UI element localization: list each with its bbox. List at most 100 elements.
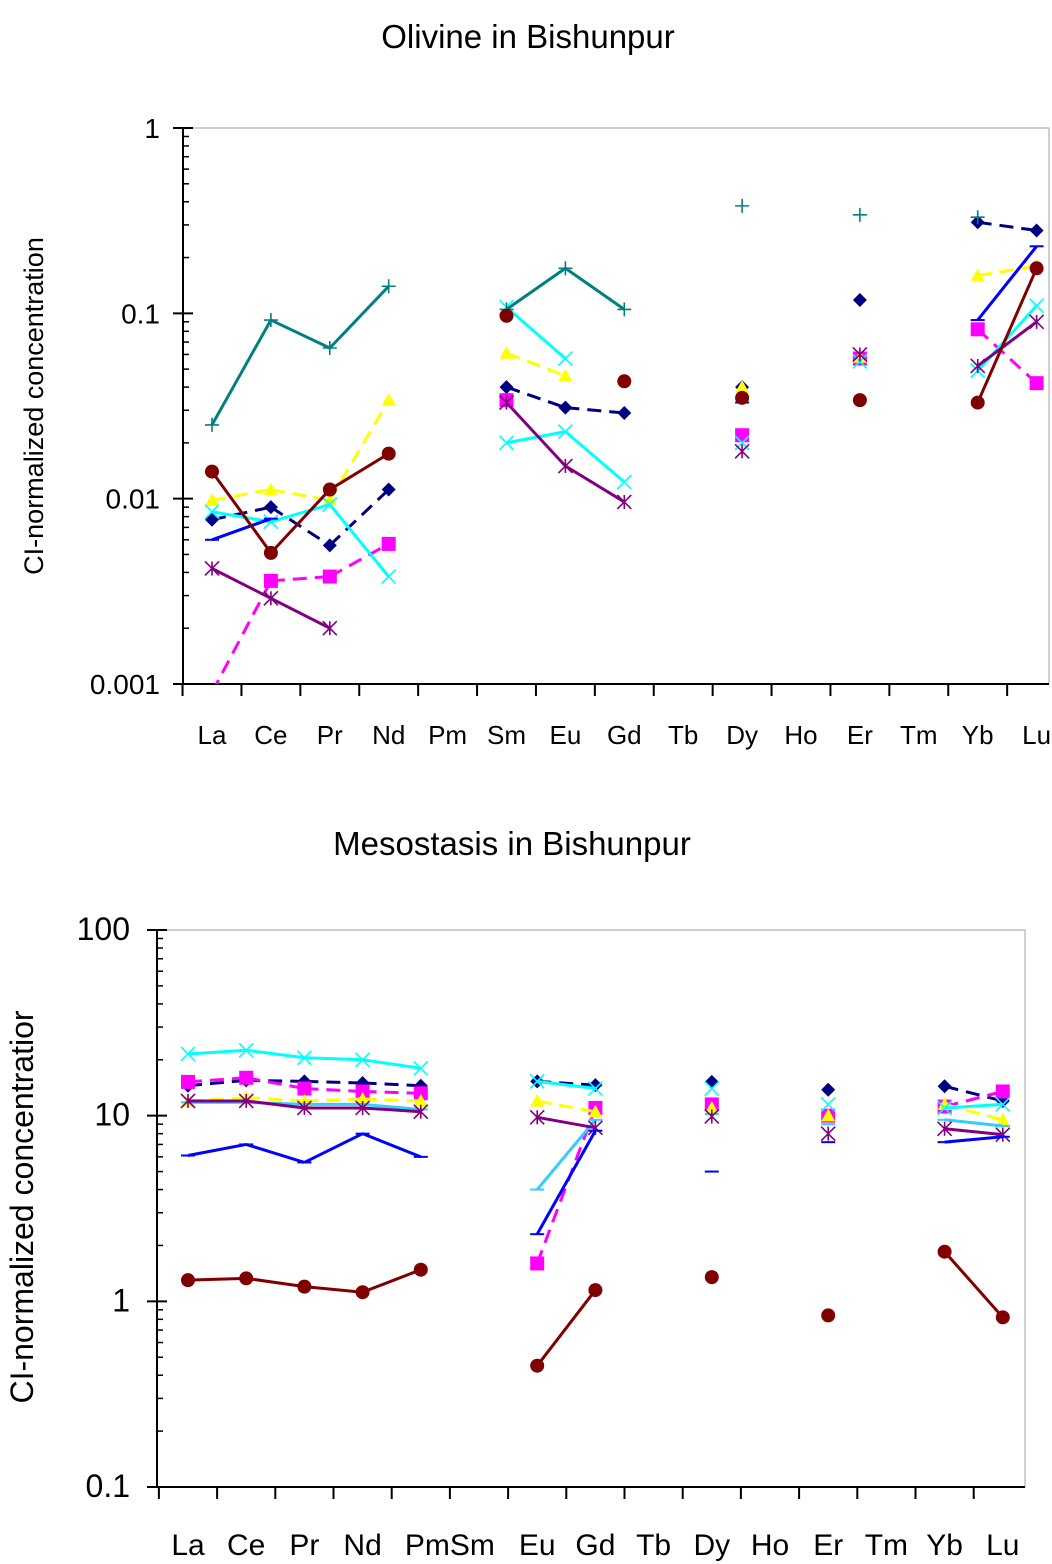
data-point: [970, 395, 985, 410]
data-point: [587, 1080, 603, 1097]
data-point: [704, 1270, 719, 1285]
data-point: [617, 302, 632, 317]
data-point: [529, 1109, 545, 1125]
series-1: [181, 1070, 1010, 1271]
x-tick-label: Ho: [784, 720, 817, 750]
data-point: [852, 393, 867, 408]
series-line-segment: [187, 1078, 247, 1088]
data-point: [735, 380, 750, 393]
data-point: [616, 494, 632, 510]
data-point: [322, 620, 338, 636]
data-point: [937, 1121, 953, 1137]
x-tick-label: Dy: [726, 720, 758, 750]
series-line-segment: [362, 1106, 421, 1114]
data-point: [322, 482, 337, 497]
y-tick-label: 1: [144, 113, 160, 144]
data-point: [322, 569, 337, 584]
data-point: [499, 346, 514, 359]
series-line-segment: [976, 267, 1038, 404]
data-point: [995, 1310, 1010, 1325]
series-line-segment: [187, 1276, 247, 1282]
series-line-segment: [944, 1084, 1004, 1103]
series-line-segment: [537, 1079, 596, 1091]
series-line-segment: [329, 452, 390, 491]
data-point: [355, 1084, 370, 1099]
series-line-segment: [536, 1115, 596, 1130]
x-tick-label: Ho: [751, 1529, 789, 1562]
data-point: [205, 685, 219, 699]
olivine-chart-title: Olivine in Bishunpur: [381, 18, 675, 55]
data-point: [297, 1081, 312, 1096]
data-point: [937, 1079, 952, 1094]
series-7: [181, 1244, 1010, 1373]
data-point: [821, 1082, 836, 1097]
y-tick-label: 1: [112, 1282, 130, 1318]
series-8: [205, 261, 1044, 560]
y-tick-label: 10: [94, 1097, 130, 1133]
data-point: [381, 393, 396, 406]
x-tick-label: Lu: [1022, 720, 1051, 750]
series-line-segment: [211, 517, 272, 542]
series-line-segment: [535, 1107, 597, 1264]
data-point: [970, 210, 985, 225]
series-line-segment: [328, 503, 390, 578]
y-tick-label: 100: [77, 911, 130, 947]
data-point: [995, 1112, 1010, 1126]
data-point: [970, 322, 985, 337]
series-6: [181, 1129, 1010, 1236]
data-point: [588, 1078, 603, 1093]
data-point: [616, 474, 632, 490]
series-0: [205, 215, 1044, 553]
x-tick-label: Nd: [343, 1529, 381, 1562]
data-point: [995, 1096, 1011, 1112]
data-point: [205, 512, 219, 527]
series-line-segment: [303, 1132, 364, 1164]
data-point: [704, 1100, 719, 1114]
series-line-segment: [362, 1081, 421, 1088]
olivine-chart: Olivine in Bishunpur CI-normalized conce…: [19, 18, 1051, 750]
series-line-segment: [536, 1289, 597, 1367]
data-point: [704, 1074, 719, 1089]
data-point: [704, 1108, 720, 1125]
series-line-segment: [304, 1097, 363, 1103]
mesostasis-chart-title: Mesostasis in Bishunpur: [333, 825, 691, 862]
series-line-segment: [506, 430, 566, 445]
data-point: [180, 1046, 196, 1062]
data-point: [413, 1104, 429, 1120]
series-line-segment: [564, 430, 626, 484]
data-point: [970, 268, 985, 282]
olivine-plot-area: [182, 127, 1050, 685]
data-point: [820, 1096, 836, 1112]
data-point: [852, 353, 868, 370]
data-point: [558, 400, 573, 415]
data-point: [498, 395, 515, 411]
data-point: [239, 1271, 254, 1286]
series-line-segment: [362, 1132, 422, 1159]
series-line-segment: [246, 1099, 305, 1110]
series-7: [205, 198, 985, 432]
olivine-axes: [173, 127, 1049, 696]
data-point: [852, 346, 868, 363]
data-point: [734, 443, 750, 459]
series-line-segment: [505, 267, 567, 311]
data-point: [238, 1093, 254, 1109]
series-line-segment: [187, 1048, 247, 1056]
data-point: [355, 1091, 370, 1105]
series-5: [180, 1093, 1011, 1143]
series-line-segment: [536, 1099, 596, 1114]
data-point: [205, 417, 219, 432]
series-line-segment: [187, 1142, 247, 1157]
x-tick-label: Sm: [487, 720, 526, 750]
x-tick-label: Yb: [926, 1529, 963, 1562]
data-point: [1029, 298, 1045, 314]
series-line-segment: [505, 306, 567, 360]
series-line-segment: [210, 319, 273, 426]
data-point: [381, 279, 396, 294]
x-tick-label: Gd: [575, 1529, 615, 1562]
x-tick-label: Pm: [428, 720, 467, 750]
series-line-segment: [535, 1129, 597, 1235]
series-line-segment: [304, 1079, 363, 1085]
series-line-segment: [304, 1285, 363, 1294]
series-line-segment: [944, 1118, 1003, 1128]
